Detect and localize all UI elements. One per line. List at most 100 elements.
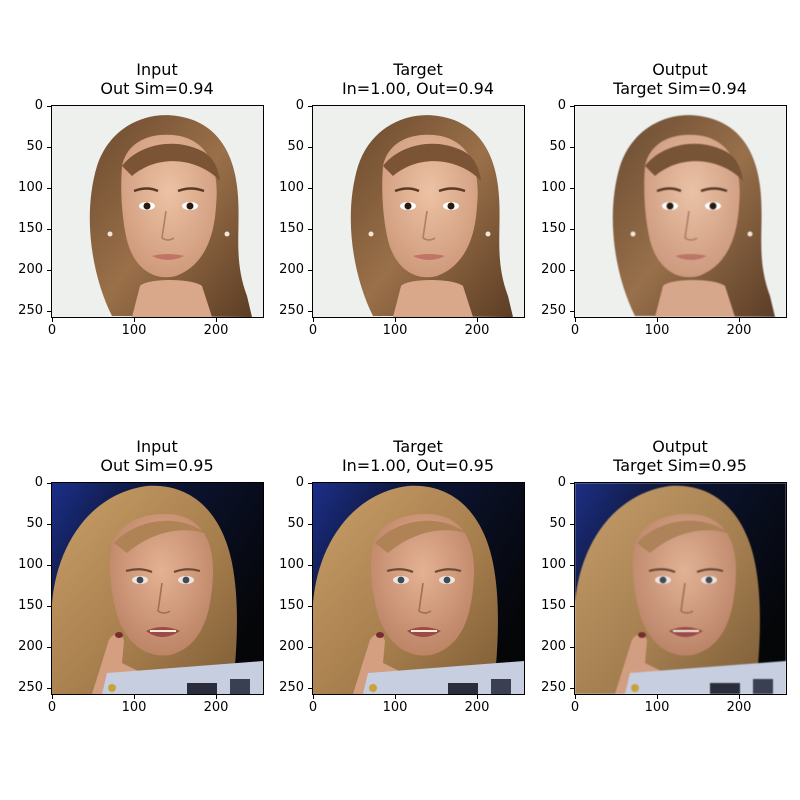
- x-tick: [134, 318, 135, 322]
- y-tick-label: 150: [541, 598, 566, 613]
- face-image: [52, 106, 263, 317]
- y-tick-label: 100: [279, 557, 304, 572]
- y-tick: [47, 483, 51, 484]
- axes-frame: [312, 105, 525, 318]
- panel-title: Output Target Sim=0.95: [550, 437, 800, 475]
- y-tick: [570, 270, 574, 271]
- x-tick: [575, 695, 576, 699]
- y-tick: [47, 106, 51, 107]
- x-tick-label: 200: [464, 700, 490, 715]
- y-tick-label: 250: [279, 680, 304, 695]
- panel-title-line1: Input: [136, 60, 178, 79]
- y-tick-label: 100: [541, 557, 566, 572]
- axes-frame: [574, 482, 787, 695]
- y-tick-label: 150: [541, 221, 566, 236]
- x-tick: [313, 318, 314, 322]
- y-tick-label: 100: [18, 180, 43, 195]
- x-tick: [216, 695, 217, 699]
- y-tick: [570, 688, 574, 689]
- x-tick-label: 0: [570, 323, 580, 338]
- x-tick-label: 200: [726, 323, 752, 338]
- y-tick: [47, 229, 51, 230]
- panel-title-line1: Target: [393, 60, 443, 79]
- y-tick: [308, 106, 312, 107]
- panel-title-line2: In=1.00, Out=0.95: [341, 456, 495, 475]
- y-tick-label: 150: [18, 221, 43, 236]
- y-tick: [308, 229, 312, 230]
- y-tick: [570, 647, 574, 648]
- y-tick-label: 0: [295, 98, 304, 113]
- panel-title: Target In=1.00, Out=0.94: [288, 60, 548, 98]
- y-tick: [570, 524, 574, 525]
- y-tick-label: 0: [557, 475, 566, 490]
- y-tick: [308, 524, 312, 525]
- y-tick: [47, 606, 51, 607]
- y-tick-label: 0: [34, 475, 43, 490]
- image-panel: [51, 105, 264, 318]
- y-tick: [47, 147, 51, 148]
- panel-title: Input Out Sim=0.94: [27, 60, 287, 98]
- panel-title-line1: Target: [393, 437, 443, 456]
- y-tick: [47, 188, 51, 189]
- y-tick: [570, 311, 574, 312]
- y-tick: [570, 106, 574, 107]
- y-tick: [308, 188, 312, 189]
- x-tick-label: 200: [203, 700, 229, 715]
- y-tick: [308, 311, 312, 312]
- y-tick: [47, 524, 51, 525]
- y-tick-label: 50: [26, 516, 43, 531]
- y-tick: [308, 606, 312, 607]
- y-tick: [570, 606, 574, 607]
- y-tick-label: 100: [18, 557, 43, 572]
- y-tick-label: 100: [279, 180, 304, 195]
- y-tick: [47, 565, 51, 566]
- panel-title-line1: Output: [652, 60, 708, 79]
- face-image: [575, 483, 786, 694]
- image-panel: [51, 482, 264, 695]
- x-tick-label: 200: [203, 323, 229, 338]
- y-tick: [47, 270, 51, 271]
- y-tick-label: 200: [279, 262, 304, 277]
- x-tick-label: 0: [47, 700, 57, 715]
- axes-frame: [312, 482, 525, 695]
- panel-title: Input Out Sim=0.95: [27, 437, 287, 475]
- y-tick-label: 150: [18, 598, 43, 613]
- y-tick-label: 200: [541, 639, 566, 654]
- y-tick-label: 150: [279, 221, 304, 236]
- panel-title-line1: Input: [136, 437, 178, 456]
- x-tick: [477, 695, 478, 699]
- panel-title-line2: Target Sim=0.94: [613, 79, 747, 98]
- y-tick: [570, 188, 574, 189]
- x-tick-label: 100: [382, 700, 408, 715]
- x-tick-label: 200: [464, 323, 490, 338]
- x-tick-label: 100: [644, 700, 670, 715]
- x-tick: [313, 695, 314, 699]
- y-tick-label: 200: [18, 639, 43, 654]
- axes-frame: [51, 482, 264, 695]
- y-tick: [308, 647, 312, 648]
- x-tick-label: 0: [47, 323, 57, 338]
- x-tick: [477, 318, 478, 322]
- x-tick: [52, 318, 53, 322]
- y-tick-label: 200: [541, 262, 566, 277]
- y-tick-label: 250: [279, 303, 304, 318]
- face-image: [575, 106, 786, 317]
- x-tick: [739, 318, 740, 322]
- x-tick-label: 100: [121, 323, 147, 338]
- face-image: [313, 106, 524, 317]
- x-tick: [575, 318, 576, 322]
- y-tick-label: 0: [295, 475, 304, 490]
- y-tick: [308, 483, 312, 484]
- y-tick: [47, 311, 51, 312]
- axes-frame: [574, 105, 787, 318]
- x-tick: [657, 318, 658, 322]
- y-tick: [308, 688, 312, 689]
- y-tick-label: 50: [287, 516, 304, 531]
- image-panel: [312, 105, 525, 318]
- x-tick: [657, 695, 658, 699]
- panel-title-line1: Output: [652, 437, 708, 456]
- y-tick-label: 200: [279, 639, 304, 654]
- panel-title-line2: In=1.00, Out=0.94: [341, 79, 495, 98]
- x-tick-label: 100: [382, 323, 408, 338]
